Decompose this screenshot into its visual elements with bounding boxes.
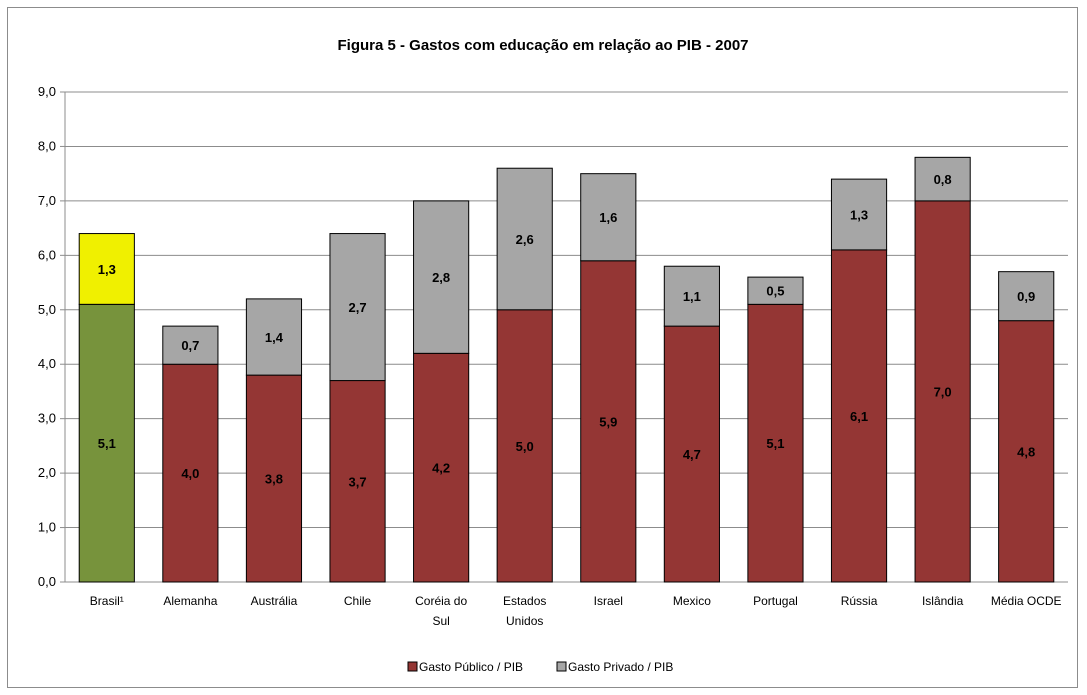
bar-segment <box>998 271 1055 322</box>
data-label: 0,7 <box>181 338 199 353</box>
data-label: 0,5 <box>766 284 784 299</box>
y-tick-label: 3,0 <box>38 411 56 426</box>
bar-segment <box>496 167 553 311</box>
data-label: 3,8 <box>265 472 283 487</box>
data-label: 7,0 <box>934 384 952 399</box>
x-tick-label: Portugal <box>753 594 798 608</box>
data-label: 3,7 <box>349 474 367 489</box>
y-tick-label: 8,0 <box>38 138 56 153</box>
bar-segment <box>747 276 804 305</box>
x-tick-label: Mexico <box>673 594 711 608</box>
x-tick-label: Rússia <box>841 594 878 608</box>
data-label: 5,1 <box>98 436 116 451</box>
x-tick-label: Unidos <box>506 614 543 628</box>
data-label: 1,6 <box>599 210 617 225</box>
bar-segment <box>413 352 470 583</box>
x-tick-label: Coréia do <box>415 594 467 608</box>
bar-segment <box>162 325 219 365</box>
bar-segment <box>78 233 135 305</box>
bar-segment <box>580 260 637 583</box>
bar-segment <box>329 233 386 382</box>
legend-label: Gasto Privado / PIB <box>568 660 673 674</box>
x-tick-label: Sul <box>432 614 449 628</box>
data-label: 0,9 <box>1017 289 1035 304</box>
bar-segment <box>663 265 720 327</box>
x-tick-label: Chile <box>344 594 372 608</box>
legend-swatch <box>556 661 567 672</box>
bar-segment <box>580 173 637 262</box>
data-label: 0,8 <box>934 172 952 187</box>
data-label: 4,2 <box>432 461 450 476</box>
bar-segment <box>496 309 553 583</box>
data-label: 2,7 <box>349 300 367 315</box>
y-tick-label: 1,0 <box>38 520 56 535</box>
bars-layer <box>78 156 1055 583</box>
bar-segment <box>78 303 135 583</box>
chart-title: Figura 5 - Gastos com educação em relaçã… <box>338 37 749 54</box>
bar-segment <box>329 380 386 583</box>
bar-segment <box>747 303 804 583</box>
axis-layer: 0,0 1,0 2,0 3,0 4,0 5,0 6,0 7,0 8,0 9,0 Brasil¹ Ale… <box>38 84 1068 628</box>
bar-segment <box>914 156 971 202</box>
data-label: 4,0 <box>181 466 199 481</box>
y-tick-label: 2,0 <box>38 465 56 480</box>
chart-svg: Figura 5 - Gastos com educação em relaçã… <box>38 37 1068 674</box>
data-label: 4,8 <box>1017 444 1035 459</box>
bar-segment <box>663 325 720 583</box>
y-tick-label: 5,0 <box>38 302 56 317</box>
x-tick-label: Brasil¹ <box>90 594 124 608</box>
data-label: 6,1 <box>850 409 868 424</box>
data-label: 5,9 <box>599 414 617 429</box>
grid-layer <box>65 91 1068 529</box>
data-label: 1,1 <box>683 289 701 304</box>
x-tick-label: Islândia <box>922 594 964 608</box>
legend-label: Gasto Público / PIB <box>419 660 523 674</box>
x-tick-label: Estados <box>503 594 546 608</box>
data-label: 2,8 <box>432 270 450 285</box>
bar-segment <box>162 363 219 583</box>
labels-layer: 5,1 1,3 4,0 0,7 3,8 1,4 3,7 2,7 4,2 2,8 5,0 2,6 5,9 1… <box>98 172 1035 489</box>
bar-segment <box>830 249 888 583</box>
bar-segment <box>245 298 303 376</box>
data-label: 1,3 <box>850 208 868 223</box>
bar-segment <box>245 374 303 583</box>
chart-frame: Figura 5 - Gastos com educação em relaçã… <box>7 7 1078 688</box>
y-tick-label: 0,0 <box>38 574 56 589</box>
bar-segment <box>830 178 888 251</box>
bar-segment <box>413 200 470 354</box>
x-tick-label: Alemanha <box>163 594 217 608</box>
data-label: 5,1 <box>766 436 784 451</box>
legend-swatch <box>407 661 418 672</box>
bar-segment <box>914 200 971 583</box>
x-tick-label: Israel <box>594 594 623 608</box>
data-label: 4,7 <box>683 447 701 462</box>
x-tick-label: Média OCDE <box>991 594 1062 608</box>
data-label: 2,6 <box>516 232 534 247</box>
data-label: 1,3 <box>98 262 116 277</box>
y-tick-label: 6,0 <box>38 247 56 262</box>
bar-segment <box>998 320 1055 583</box>
data-label: 1,4 <box>265 330 284 345</box>
y-tick-label: 4,0 <box>38 356 56 371</box>
data-label: 5,0 <box>516 439 534 454</box>
legend: Gasto Público / PIB Gasto Privado / PIB <box>407 660 673 674</box>
y-tick-label: 9,0 <box>38 84 56 99</box>
y-tick-label: 7,0 <box>38 193 56 208</box>
x-tick-label: Austrália <box>251 594 298 608</box>
